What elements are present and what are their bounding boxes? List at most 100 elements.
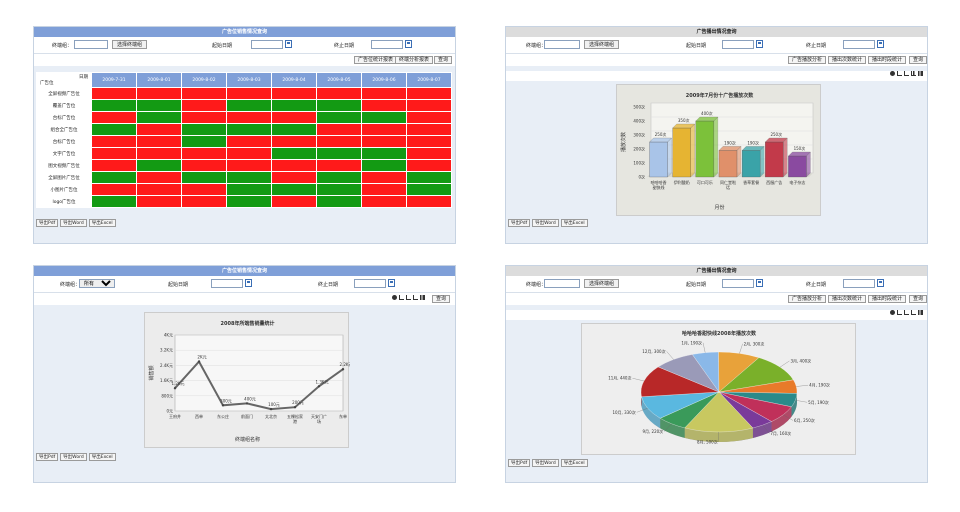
query-button[interactable]: 查询	[909, 56, 927, 64]
start-date-input[interactable]	[251, 40, 283, 49]
calendar-icon[interactable]	[756, 279, 763, 287]
slot-available-cell[interactable]	[406, 195, 452, 208]
pie-chart-icon[interactable]	[890, 310, 895, 315]
slot-available-cell[interactable]	[181, 99, 227, 112]
calendar-icon[interactable]	[245, 279, 252, 287]
slot-available-cell[interactable]	[226, 111, 272, 124]
area-chart-icon[interactable]	[904, 71, 909, 76]
playback-analysis-button[interactable]: 广告播放分析	[788, 295, 827, 303]
query-button[interactable]: 查询	[909, 295, 927, 303]
column-chart-icon[interactable]	[911, 71, 916, 76]
slot-sold-cell[interactable]	[271, 99, 317, 112]
slot-available-cell[interactable]	[226, 87, 272, 100]
slot-available-cell[interactable]	[406, 135, 452, 148]
bar-chart-icon[interactable]	[420, 295, 425, 300]
export-pdf-button[interactable]: 导出Pdf	[36, 453, 59, 461]
start-date-input[interactable]	[722, 40, 754, 49]
slot-sold-cell[interactable]	[226, 99, 272, 112]
slot-available-cell[interactable]	[91, 159, 137, 172]
slot-sold-cell[interactable]	[316, 183, 362, 196]
slot-available-cell[interactable]	[361, 123, 407, 136]
slot-available-cell[interactable]	[361, 195, 407, 208]
calendar-icon[interactable]	[877, 279, 884, 287]
slot-available-cell[interactable]	[271, 195, 317, 208]
terminal-input[interactable]	[74, 40, 108, 49]
select-terminal-button[interactable]: 选择终端组	[584, 40, 620, 49]
slot-sold-cell[interactable]	[91, 195, 137, 208]
slot-sold-cell[interactable]	[271, 147, 317, 160]
terminal-analysis-button[interactable]: 终端分析报表	[395, 56, 434, 64]
slot-sold-cell[interactable]	[361, 159, 407, 172]
slot-available-cell[interactable]	[361, 171, 407, 184]
line-chart-icon[interactable]	[897, 71, 902, 76]
slot-sold-cell[interactable]	[91, 123, 137, 136]
slot-available-cell[interactable]	[181, 147, 227, 160]
slot-available-cell[interactable]	[181, 111, 227, 124]
slot-available-cell[interactable]	[316, 159, 362, 172]
slot-sold-cell[interactable]	[271, 183, 317, 196]
slot-sold-cell[interactable]	[226, 183, 272, 196]
select-terminal-button[interactable]: 选择终端组	[112, 40, 148, 49]
bar-chart-icon[interactable]	[918, 310, 923, 315]
slot-sold-cell[interactable]	[226, 171, 272, 184]
pie-chart-icon[interactable]	[392, 295, 397, 300]
slot-available-cell[interactable]	[136, 195, 182, 208]
slot-available-cell[interactable]	[136, 135, 182, 148]
end-date-input[interactable]	[843, 279, 875, 288]
slot-available-cell[interactable]	[271, 87, 317, 100]
slot-sold-cell[interactable]	[136, 159, 182, 172]
slot-available-cell[interactable]	[361, 87, 407, 100]
column-chart-icon[interactable]	[911, 310, 916, 315]
export-excel-button[interactable]: 导出Excel	[560, 459, 588, 467]
play-period-button[interactable]: 播出时段统计	[868, 295, 907, 303]
slot-available-cell[interactable]	[181, 159, 227, 172]
slot-available-cell[interactable]	[406, 87, 452, 100]
slot-sold-cell[interactable]	[226, 123, 272, 136]
bar-chart-icon[interactable]	[918, 71, 923, 76]
slot-available-cell[interactable]	[91, 135, 137, 148]
column-chart-icon[interactable]	[413, 295, 418, 300]
ad-stats-report-button[interactable]: 广告位统计报表	[354, 56, 398, 64]
select-terminal-button[interactable]: 选择终端组	[584, 279, 620, 288]
slot-available-cell[interactable]	[271, 171, 317, 184]
start-date-input[interactable]	[211, 279, 243, 288]
area-chart-icon[interactable]	[406, 295, 411, 300]
slot-available-cell[interactable]	[136, 147, 182, 160]
slot-available-cell[interactable]	[316, 87, 362, 100]
slot-sold-cell[interactable]	[181, 123, 227, 136]
slot-sold-cell[interactable]	[316, 147, 362, 160]
slot-sold-cell[interactable]	[181, 135, 227, 148]
slot-sold-cell[interactable]	[316, 111, 362, 124]
slot-sold-cell[interactable]	[316, 171, 362, 184]
end-date-input[interactable]	[843, 40, 875, 49]
slot-available-cell[interactable]	[226, 159, 272, 172]
slot-available-cell[interactable]	[136, 87, 182, 100]
slot-available-cell[interactable]	[136, 183, 182, 196]
slot-available-cell[interactable]	[406, 111, 452, 124]
slot-available-cell[interactable]	[406, 147, 452, 160]
query-button[interactable]: 查询	[432, 295, 451, 303]
export-word-button[interactable]: 导出Word	[60, 453, 87, 461]
export-excel-button[interactable]: 导出Excel	[560, 219, 588, 227]
export-pdf-button[interactable]: 导出Pdf	[508, 459, 531, 467]
calendar-icon[interactable]	[405, 40, 412, 48]
play-count-button[interactable]: 播出次数统计	[828, 56, 867, 64]
play-count-button[interactable]: 播出次数统计	[828, 295, 867, 303]
slot-available-cell[interactable]	[406, 159, 452, 172]
query-button[interactable]: 查询	[434, 56, 453, 64]
slot-available-cell[interactable]	[271, 111, 317, 124]
export-word-button[interactable]: 导出Word	[532, 219, 559, 227]
slot-available-cell[interactable]	[181, 183, 227, 196]
slot-sold-cell[interactable]	[361, 111, 407, 124]
slot-available-cell[interactable]	[406, 99, 452, 112]
slot-available-cell[interactable]	[91, 183, 137, 196]
playback-analysis-button[interactable]: 广告播放分析	[788, 56, 827, 64]
slot-sold-cell[interactable]	[406, 183, 452, 196]
slot-sold-cell[interactable]	[91, 171, 137, 184]
slot-available-cell[interactable]	[271, 159, 317, 172]
slot-available-cell[interactable]	[226, 135, 272, 148]
export-word-button[interactable]: 导出Word	[60, 219, 87, 227]
export-excel-button[interactable]: 导出Excel	[88, 453, 116, 461]
slot-sold-cell[interactable]	[271, 123, 317, 136]
start-date-input[interactable]	[722, 279, 754, 288]
